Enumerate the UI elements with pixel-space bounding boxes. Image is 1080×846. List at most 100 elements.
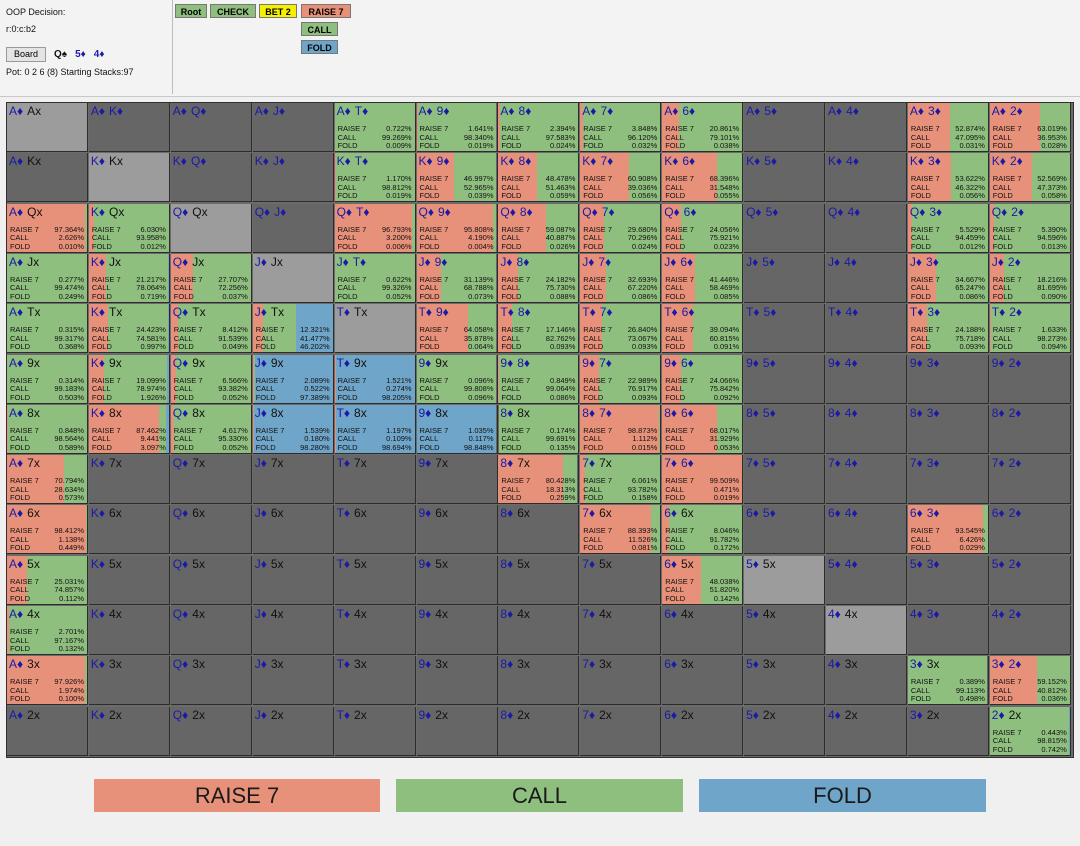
hand-cell[interactable]: Q♦ J♦ [252,203,334,253]
hand-cell[interactable]: 5♦ 3x [744,656,826,706]
hand-cell[interactable]: A♦ J♦ [252,103,334,152]
hand-cell[interactable]: 9♦ 2♦ [989,354,1071,404]
hand-cell[interactable]: 8♦ 7♦ RAISE 7 98.873% CALL 1.112% FOLD 0.015% [580,404,662,454]
hand-cell[interactable]: 8♦ 3x [498,656,580,706]
hand-cell[interactable]: 6♦ 2x [662,706,744,756]
hand-cell[interactable]: A♦ 6♦ RAISE 7 20.861% CALL 79.101% FOLD 0.038% [662,103,744,152]
hand-cell[interactable]: J♦ 8♦ RAISE 7 24.182% CALL 75.730% FOLD 0.088% [498,253,580,303]
hand-cell[interactable]: J♦ T♦ RAISE 7 0.622% CALL 99.326% FOLD 0.052% [334,253,416,303]
hand-cell[interactable]: 9♦ 3♦ [907,354,989,404]
hand-cell[interactable]: 4♦ 4x [826,606,907,655]
hand-cell[interactable]: Q♦ 9x RAISE 7 6.566% CALL 93.382% FOLD 0.052% [170,354,252,404]
hand-cell[interactable]: J♦ Tx RAISE 7 12.321% CALL 41.477% FOLD 46.202% [252,304,334,354]
hand-cell[interactable]: J♦ 5♦ [744,253,826,303]
hand-cell[interactable]: K♦ T♦ RAISE 7 1.170% CALL 98.812% FOLD 0.019% [334,153,416,203]
hand-cell[interactable]: A♦ Ax [7,103,88,152]
hand-cell[interactable]: Q♦ 7x [170,455,252,505]
hand-cell[interactable]: 9♦ 3x [416,656,498,706]
hand-cell[interactable]: J♦ 6♦ RAISE 7 41.446% CALL 58.469% FOLD 0.085% [662,253,744,303]
hand-cell[interactable]: 8♦ 5♦ [744,404,826,454]
hand-cell[interactable]: Q♦ 4x [170,606,252,655]
hand-cell[interactable]: A♦ 4♦ [826,103,907,152]
hand-cell[interactable]: 5♦ 2♦ [989,555,1071,605]
hand-cell[interactable]: A♦ 8x RAISE 7 0.848% CALL 98.564% FOLD 0.589% [7,404,88,454]
hand-cell[interactable]: T♦ 7x [334,455,416,505]
hand-cell[interactable]: 9♦ 6♦ RAISE 7 24.066% CALL 75.842% FOLD 0.092% [662,354,744,404]
hand-cell[interactable]: 8♦ 2♦ [989,404,1071,454]
hand-cell[interactable]: 6♦ 3♦ RAISE 7 93.545% CALL 6.426% FOLD 0.029% [907,505,989,555]
hand-cell[interactable]: 9♦ 5♦ [744,354,826,404]
hand-cell[interactable]: 4♦ 2♦ [989,606,1071,655]
hand-cell[interactable]: J♦ 8x RAISE 7 1.539% CALL 0.180% FOLD 98.280% [252,404,334,454]
hand-cell[interactable]: A♦ T♦ RAISE 7 0.722% CALL 99.269% FOLD 0.009% [334,103,416,152]
hand-cell[interactable]: Q♦ 2♦ RAISE 7 5.390% CALL 94.596% FOLD 0.013% [989,203,1071,253]
hand-cell[interactable]: K♦ 8x RAISE 7 87.462% CALL 9.441% FOLD 3.097% [88,404,170,454]
hand-cell[interactable]: A♦ 9♦ RAISE 7 1.641% CALL 98.340% FOLD 0.019% [416,103,498,152]
nav-call-button[interactable]: CALL [301,22,338,36]
hand-cell[interactable]: 7♦ 4x [580,606,662,655]
nav-check-button[interactable]: CHECK [210,4,256,18]
hand-cell[interactable]: 9♦ 4♦ [826,354,907,404]
hand-cell[interactable]: K♦ 7♦ RAISE 7 60.908% CALL 39.036% FOLD 0.056% [580,153,662,203]
hand-cell[interactable]: T♦ 8♦ RAISE 7 17.146% CALL 82.762% FOLD 0.093% [498,304,580,354]
hand-cell[interactable]: 8♦ 5x [498,555,580,605]
hand-cell[interactable]: A♦ 2♦ RAISE 7 63.019% CALL 36.953% FOLD 0.028% [989,103,1071,152]
hand-cell[interactable]: 7♦ 4♦ [826,455,907,505]
hand-cell[interactable]: A♦ 2x [7,706,88,756]
hand-cell[interactable]: 9♦ 6x [416,505,498,555]
hand-cell[interactable]: 9♦ 8x RAISE 7 1.035% CALL 0.117% FOLD 98.848% [416,404,498,454]
hand-cell[interactable]: T♦ Tx [334,304,416,354]
hand-cell[interactable]: Q♦ Jx RAISE 7 27.707% CALL 72.256% FOLD 0.037% [170,253,252,303]
nav-fold-button[interactable]: FOLD [301,40,338,54]
hand-cell[interactable]: T♦ 3♦ RAISE 7 24.188% CALL 75.718% FOLD 0.093% [907,304,989,354]
hand-cell[interactable]: 3♦ 2♦ RAISE 7 59.152% CALL 40.812% FOLD 0.036% [989,656,1071,706]
hand-cell[interactable]: 7♦ 2x [580,706,662,756]
hand-cell[interactable]: A♦ 6x RAISE 7 98.412% CALL 1.138% FOLD 0.449% [7,505,88,555]
nav-raise-button[interactable]: RAISE 7 [301,4,351,18]
hand-cell[interactable]: Q♦ 5x [170,555,252,605]
hand-cell[interactable]: K♦ 4x [88,606,170,655]
hand-cell[interactable]: T♦ 5♦ [744,304,826,354]
hand-cell[interactable]: T♦ 7♦ RAISE 7 26.840% CALL 73.067% FOLD 0.093% [580,304,662,354]
hand-cell[interactable]: 6♦ 6x RAISE 7 8.046% CALL 91.782% FOLD 0.172% [662,505,744,555]
hand-cell[interactable]: K♦ Tx RAISE 7 24.423% CALL 74.581% FOLD 0.997% [88,304,170,354]
hand-cell[interactable]: K♦ 9♦ RAISE 7 46.997% CALL 52.965% FOLD 0.039% [416,153,498,203]
hand-cell[interactable]: K♦ 4♦ [826,153,907,203]
hand-cell[interactable]: T♦ 3x [334,656,416,706]
hand-cell[interactable]: T♦ 9x RAISE 7 1.521% CALL 0.274% FOLD 98.205% [334,354,416,404]
hand-cell[interactable]: K♦ 2x [88,706,170,756]
hand-cell[interactable]: J♦ 7♦ RAISE 7 32.693% CALL 67.220% FOLD 0.086% [580,253,662,303]
hand-cell[interactable]: A♦ Kx [7,153,88,203]
hand-cell[interactable]: A♦ Tx RAISE 7 0.315% CALL 99.317% FOLD 0.368% [7,304,88,354]
hand-cell[interactable]: 8♦ 8x RAISE 7 0.174% CALL 99.691% FOLD 0.135% [498,404,580,454]
hand-cell[interactable]: K♦ 2♦ RAISE 7 52.569% CALL 47.373% FOLD 0.058% [989,153,1071,203]
hand-cell[interactable]: Q♦ 2x [170,706,252,756]
hand-cell[interactable]: 8♦ 6x [498,505,580,555]
hand-cell[interactable]: 9♦ 2x [416,706,498,756]
hand-cell[interactable]: 5♦ 3♦ [907,555,989,605]
hand-cell[interactable]: 7♦ 5x [580,555,662,605]
hand-cell[interactable]: K♦ Q♦ [170,153,252,203]
hand-cell[interactable]: 8♦ 4x [498,606,580,655]
hand-cell[interactable]: 9♦ 5x [416,555,498,605]
hand-cell[interactable]: 4♦ 3x [826,656,907,706]
hand-cell[interactable]: A♦ 3x RAISE 7 97.926% CALL 1.974% FOLD 0.100% [7,656,88,706]
hand-cell[interactable]: 2♦ 2x RAISE 7 0.443% CALL 98.815% FOLD 0.742% [989,706,1071,756]
hand-cell[interactable]: J♦ 2x [252,706,334,756]
hand-cell[interactable]: J♦ 5x [252,555,334,605]
hand-cell[interactable]: J♦ 2♦ RAISE 7 18.216% CALL 81.695% FOLD 0.090% [989,253,1071,303]
hand-cell[interactable]: 7♦ 6x RAISE 7 88.393% CALL 11.526% FOLD 0.081% [580,505,662,555]
board-button[interactable]: Board [6,46,46,62]
hand-cell[interactable]: A♦ 5x RAISE 7 25.031% CALL 74.857% FOLD 0.112% [7,555,88,605]
hand-cell[interactable]: 6♦ 4♦ [826,505,907,555]
hand-cell[interactable]: J♦ 4x [252,606,334,655]
hand-cell[interactable]: 7♦ 3x [580,656,662,706]
hand-cell[interactable]: A♦ 5♦ [744,103,826,152]
hand-cell[interactable]: 8♦ 2x [498,706,580,756]
hand-cell[interactable]: 4♦ 2x [826,706,907,756]
hand-cell[interactable]: K♦ 8♦ RAISE 7 48.478% CALL 51.463% FOLD 0.059% [498,153,580,203]
hand-cell[interactable]: A♦ Q♦ [170,103,252,152]
hand-cell[interactable]: Q♦ Tx RAISE 7 8.412% CALL 91.539% FOLD 0.049% [170,304,252,354]
hand-cell[interactable]: T♦ 4x [334,606,416,655]
hand-cell[interactable]: 9♦ 7♦ RAISE 7 22.989% CALL 76.917% FOLD 0.093% [580,354,662,404]
